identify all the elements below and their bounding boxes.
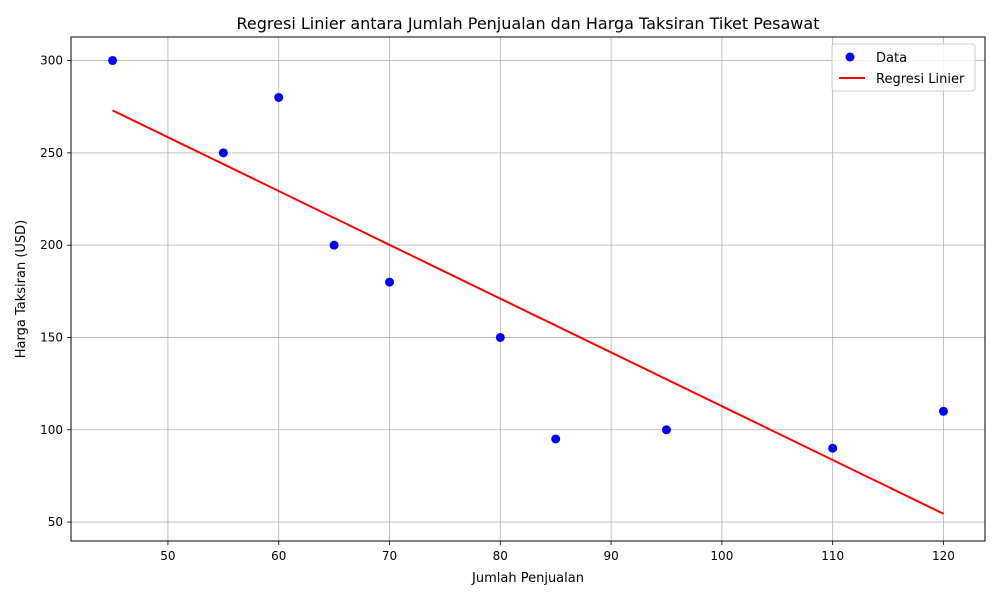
x-tick-label: 60 [271,549,286,563]
x-tick-label: 50 [160,549,175,563]
x-axis: 50 60 70 80 90 100 110 120 [160,541,955,563]
data-point [938,406,948,416]
y-tick-label: 50 [48,515,63,529]
y-tick-label: 300 [40,54,63,68]
x-tick-label: 80 [493,549,508,563]
y-axis-label: Harga Taksiran (USD) [14,220,29,358]
x-tick-label: 100 [710,549,733,563]
chart-title: Regresi Linier antara Jumlah Penjualan d… [237,14,820,33]
data-point [108,56,118,66]
data-point [274,92,284,102]
axes-frame [70,36,986,542]
x-tick-label: 120 [932,549,955,563]
y-tick-label: 100 [40,423,63,437]
legend-marker-scatter [845,52,855,62]
x-tick-label: 110 [821,549,844,563]
data-point [551,434,561,444]
x-tick-label: 70 [382,549,397,563]
legend-label: Regresi Linier [876,72,965,87]
grid [71,37,985,541]
legend: Data Regresi Linier [831,43,976,92]
legend-box [831,43,976,92]
data-point [828,443,838,453]
legend-label: Data [876,51,907,66]
data-point [661,425,671,435]
plot-area [108,56,948,515]
y-tick-label: 250 [40,146,63,160]
data-point [495,332,505,342]
data-point [329,240,339,250]
regression-line [112,109,944,515]
y-axis: 50 100 150 200 250 300 [40,54,71,529]
data-point [218,148,228,158]
data-point [385,277,395,287]
x-tick-label: 90 [603,549,618,563]
y-tick-label: 200 [40,238,63,252]
y-tick-label: 150 [40,330,63,344]
x-axis-label: Jumlah Penjualan [471,571,584,586]
